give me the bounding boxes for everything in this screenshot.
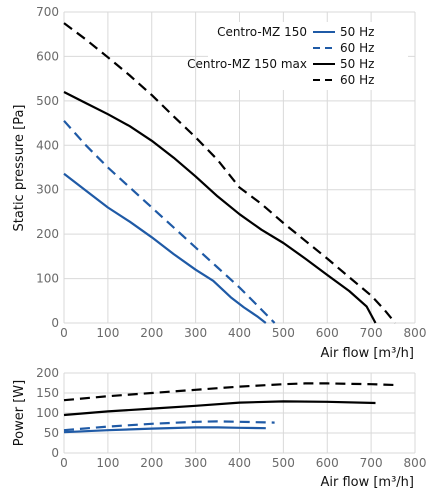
pressure-y-tick-100: 100 (36, 272, 59, 286)
pressure-x-tick-200: 200 (140, 326, 163, 340)
pressure-x-tick-600: 600 (316, 326, 339, 340)
power-y-tick-50: 50 (44, 426, 59, 440)
pressure-line-mz150-50 (63, 172, 267, 324)
legend-entry-mz150-50: 50 Hz (340, 25, 374, 39)
pressure-y-tick-600: 600 (36, 49, 59, 63)
power-curves (63, 382, 396, 434)
power-line-mz150-50 (63, 426, 266, 434)
legend-entry-mz150-60: 60 Hz (340, 41, 374, 55)
power-y-tick-100: 100 (36, 406, 59, 420)
power-x-tick-300: 300 (184, 456, 207, 470)
pressure-legend: Centro-MZ 150 50 Hz 60 Hz Centro-MZ 150 … (187, 22, 408, 90)
power-line-mz150max-60 (63, 382, 396, 402)
pressure-y-tick-400: 400 (36, 138, 59, 152)
pressure-y-axis-title: Static pressure [Pa] (12, 105, 27, 232)
pressure-line-mz150max-50 (63, 91, 377, 324)
legend-group-label-mz150max: Centro-MZ 150 max (187, 57, 307, 71)
legend-background (208, 22, 408, 90)
pressure-x-tick-500: 500 (272, 326, 295, 340)
power-x-tick-800: 800 (404, 456, 427, 470)
pressure-chart: 0 100 200 300 400 500 600 700 800 0 100 200 300 400 50… (12, 5, 426, 361)
pressure-line-mz150-60 (63, 120, 276, 324)
power-x-tick-400: 400 (228, 456, 251, 470)
pressure-y-tick-500: 500 (36, 94, 59, 108)
pressure-y-tick-200: 200 (36, 227, 59, 241)
pressure-x-tick-700: 700 (360, 326, 383, 340)
power-y-axis-title: Power [W] (12, 380, 27, 446)
legend-entry-mz150max-60: 60 Hz (340, 73, 374, 87)
power-y-tick-150: 150 (36, 386, 59, 400)
pressure-y-tick-0: 0 (51, 316, 59, 330)
legend-group-label-mz150: Centro-MZ 150 (217, 25, 307, 39)
pressure-x-tick-0: 0 (60, 326, 68, 340)
power-x-tick-500: 500 (272, 456, 295, 470)
pressure-line-mz150max-60 (63, 22, 397, 324)
power-x-tick-200: 200 (140, 456, 163, 470)
legend-entry-mz150max-50: 50 Hz (340, 57, 374, 71)
pressure-curves (63, 22, 397, 324)
pressure-y-tick-700: 700 (36, 5, 59, 19)
pressure-y-tick-300: 300 (36, 183, 59, 197)
pressure-tick-labels: 0 100 200 300 400 500 600 700 800 0 100 200 300 400 50… (36, 5, 426, 340)
power-line-mz150-60 (63, 420, 275, 432)
power-x-tick-700: 700 (360, 456, 383, 470)
power-x-tick-0: 0 (60, 456, 68, 470)
power-line-mz150max-50 (63, 400, 376, 417)
power-x-axis-title: Air flow [m³/h] (320, 475, 414, 490)
pressure-x-tick-400: 400 (228, 326, 251, 340)
pressure-x-tick-300: 300 (184, 326, 207, 340)
pressure-x-tick-100: 100 (96, 326, 119, 340)
power-y-tick-200: 200 (36, 366, 59, 380)
pressure-x-tick-800: 800 (404, 326, 427, 340)
power-chart: 0 100 200 300 400 500 600 700 800 0 50 100 150 200 Ai… (12, 366, 426, 490)
power-x-tick-600: 600 (316, 456, 339, 470)
power-tick-labels: 0 100 200 300 400 500 600 700 800 0 50 100 150 200 (36, 366, 426, 470)
pressure-x-axis-title: Air flow [m³/h] (320, 346, 414, 361)
power-y-tick-0: 0 (51, 446, 59, 460)
power-grid (63, 372, 416, 454)
power-x-tick-100: 100 (96, 456, 119, 470)
